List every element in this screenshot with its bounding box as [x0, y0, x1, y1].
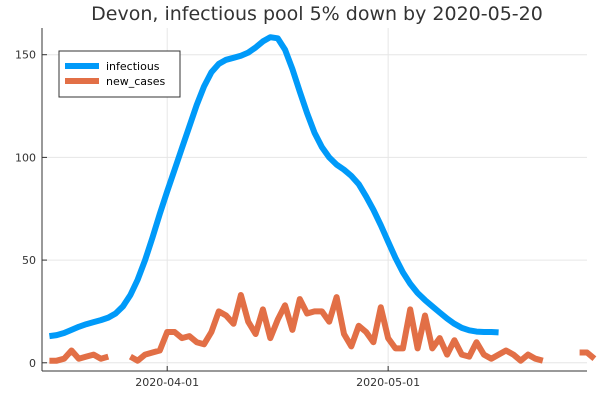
legend-box — [58, 50, 181, 98]
series-line-new-cases — [49, 292, 597, 364]
legend-label-new-cases: new_cases — [106, 75, 166, 88]
legend: infectious new_cases — [58, 50, 181, 98]
y-tick-label: 0 — [29, 357, 36, 370]
x-tick-label: 2020-04-01 — [135, 376, 199, 389]
legend-label-infectious: infectious — [106, 60, 160, 73]
series-line-infectious — [48, 34, 499, 340]
axes: 0 50 100 150 2020-04-01 2020-05-01 — [15, 28, 587, 389]
y-tick-label: 150 — [15, 49, 36, 62]
y-tick-label: 100 — [15, 151, 36, 164]
series-layer — [48, 34, 597, 364]
y-tick-label: 50 — [22, 254, 36, 267]
x-tick-label: 2020-05-01 — [356, 376, 420, 389]
chart-title: Devon, infectious pool 5% down by 2020-0… — [91, 3, 543, 25]
